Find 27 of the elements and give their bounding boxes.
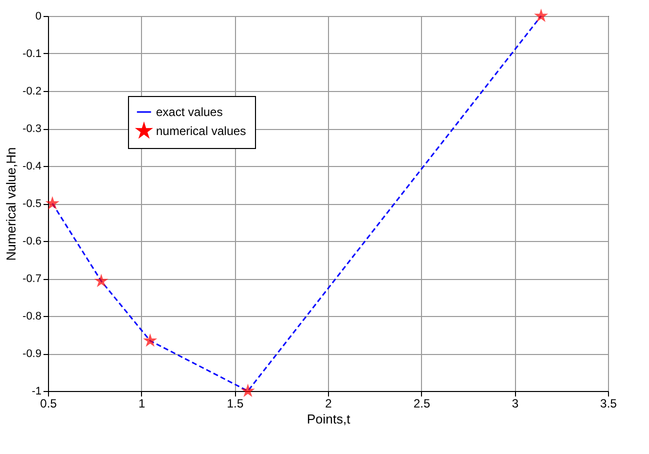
x-tick-label: 2.5 bbox=[413, 396, 430, 410]
y-tick-label: -0.7 bbox=[22, 273, 42, 285]
x-tick-label: 3 bbox=[512, 396, 519, 410]
point bbox=[94, 274, 108, 288]
x-tick-label: 1.5 bbox=[226, 396, 244, 410]
y-tick-label: -0.9 bbox=[22, 348, 42, 360]
point bbox=[534, 8, 548, 22]
y-axis-title: Numerical value,Hn bbox=[4, 147, 19, 261]
y-tick-label: -0.8 bbox=[22, 310, 42, 322]
y-tick-label: -1 bbox=[32, 386, 42, 398]
y-tick-label: -0.5 bbox=[22, 198, 42, 210]
point bbox=[240, 384, 255, 398]
point bbox=[143, 333, 158, 347]
y-tick-label: -0.6 bbox=[22, 236, 42, 248]
point bbox=[45, 196, 60, 210]
y-tick-label: 0 bbox=[35, 10, 42, 22]
legend-label: exact values bbox=[156, 105, 223, 119]
x-tick-label: 2 bbox=[325, 396, 332, 410]
legend-label: numerical values bbox=[156, 124, 246, 138]
x-tick-label: 1 bbox=[138, 396, 146, 410]
x-axis-title: Points,t bbox=[306, 412, 351, 426]
y-tick-label: -0.3 bbox=[22, 123, 42, 135]
y-tick-label: -0.2 bbox=[22, 86, 42, 98]
y-tick-label: -0.1 bbox=[22, 48, 42, 60]
x-tick-label: 0.5 bbox=[40, 396, 58, 410]
y-tick-label: -0.4 bbox=[22, 160, 42, 172]
x-tick-label: 3.5 bbox=[600, 396, 618, 410]
